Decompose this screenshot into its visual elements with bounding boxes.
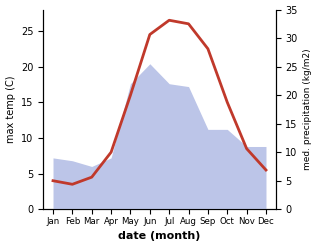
X-axis label: date (month): date (month): [118, 231, 201, 242]
Y-axis label: max temp (C): max temp (C): [5, 76, 16, 143]
Y-axis label: med. precipitation (kg/m2): med. precipitation (kg/m2): [303, 49, 313, 170]
